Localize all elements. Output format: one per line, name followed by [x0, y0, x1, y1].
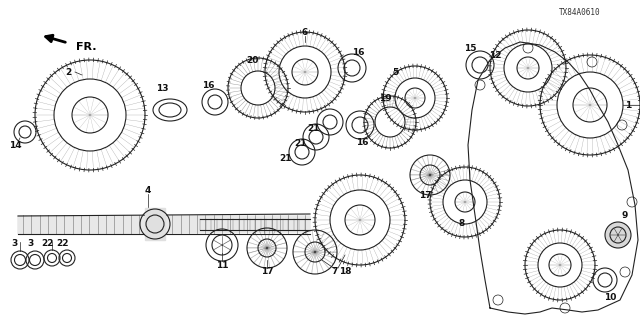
- Text: 18: 18: [339, 268, 351, 276]
- Text: 3: 3: [27, 239, 33, 249]
- Text: 9: 9: [622, 211, 628, 220]
- Text: 19: 19: [379, 93, 391, 102]
- Text: 16: 16: [352, 47, 364, 57]
- Text: 2: 2: [65, 68, 71, 76]
- Polygon shape: [18, 216, 310, 234]
- Text: 20: 20: [246, 55, 258, 65]
- Circle shape: [605, 222, 631, 248]
- Text: 16: 16: [356, 138, 368, 147]
- Text: 10: 10: [604, 293, 616, 302]
- Text: 12: 12: [489, 51, 501, 60]
- Text: 4: 4: [145, 186, 151, 195]
- Text: 7: 7: [332, 268, 338, 276]
- Text: 8: 8: [459, 219, 465, 228]
- Text: 21: 21: [294, 139, 307, 148]
- Polygon shape: [145, 208, 165, 240]
- Text: 1: 1: [625, 100, 631, 109]
- Text: 21: 21: [307, 124, 319, 132]
- Text: 22: 22: [56, 239, 68, 249]
- Text: 14: 14: [9, 140, 21, 149]
- Text: 15: 15: [464, 44, 476, 52]
- Text: FR.: FR.: [76, 42, 97, 52]
- Text: 5: 5: [392, 68, 398, 76]
- Text: 16: 16: [202, 81, 214, 90]
- Text: 13: 13: [156, 84, 168, 92]
- Text: 22: 22: [41, 239, 53, 249]
- Text: 17: 17: [260, 268, 273, 276]
- Text: 21: 21: [279, 154, 291, 163]
- Text: 6: 6: [302, 28, 308, 36]
- Text: 3: 3: [11, 239, 17, 249]
- Text: 11: 11: [216, 260, 228, 269]
- Text: 17: 17: [419, 190, 431, 199]
- Text: TX84A0610: TX84A0610: [559, 7, 601, 17]
